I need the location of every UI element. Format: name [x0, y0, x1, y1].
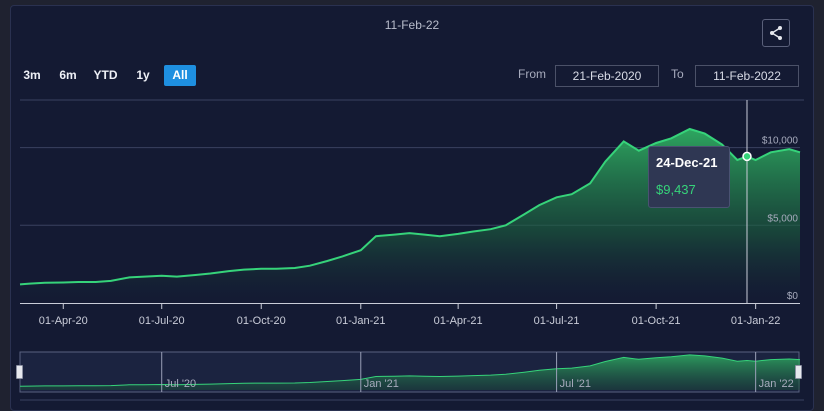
range-button-ytd[interactable]: YTD [93, 68, 118, 82]
range-button-1y[interactable]: 1y [136, 68, 150, 82]
to-date-input[interactable]: 11-Feb-2022 [695, 65, 799, 87]
hover-point [742, 151, 752, 162]
tooltip-date: 24-Dec-21 [656, 155, 718, 170]
x-tick-label: 01-Oct-21 [632, 315, 681, 327]
x-tick-label: 01-Oct-20 [237, 315, 286, 327]
from-label: From [518, 67, 546, 81]
series-line [19, 127, 801, 286]
x-tick-label: 01-Jan-22 [731, 315, 781, 327]
tooltip-value: $9,437 [656, 182, 696, 197]
share-icon [770, 26, 782, 40]
navigator-label: Jul '20 [165, 378, 196, 390]
left-handle[interactable] [16, 365, 23, 379]
y-tick-label: $10,000 [762, 136, 799, 147]
from-date-input[interactable]: 21-Feb-2020 [555, 65, 659, 87]
range-button-3m[interactable]: 3m [23, 68, 41, 82]
x-tick-label: 01-Jul-20 [139, 315, 185, 327]
right-handle[interactable] [795, 365, 802, 379]
header-date: 11-Feb-22 [384, 18, 440, 32]
navigator-label: Jul '21 [560, 378, 591, 390]
navigator-label: Jan '21 [364, 378, 399, 390]
x-tick-label: 01-Jul-21 [534, 315, 580, 327]
navigator-area [20, 354, 800, 390]
y-tick-label: $5,000 [767, 213, 798, 224]
x-tick-label: 01-Apr-21 [434, 315, 483, 327]
x-axis-ticks: 01-Apr-20 01-Jul-20 01-Oct-20 01-Jan-21 01-A… [39, 303, 781, 327]
to-label: To [671, 67, 684, 81]
share-button[interactable] [762, 19, 790, 47]
y-tick-label: $0 [787, 291, 799, 302]
x-tick-label: 01-Jan-21 [336, 315, 386, 327]
range-button-6m[interactable]: 6m [59, 68, 77, 82]
navigator-label: Jan '22 [759, 378, 794, 390]
navigator-labels: Jul '20 Jan '21 Jul '21 Jan '22 [161, 352, 794, 392]
series-area [20, 129, 800, 303]
x-tick-label: 01-Apr-20 [39, 315, 88, 327]
y-axis-ticks: $0 $5,000 $10,000 [762, 136, 799, 302]
tooltip: 24-Dec-21 $9,437 [648, 146, 730, 208]
navigator-line [19, 354, 801, 387]
range-button-all[interactable]: All [164, 65, 196, 86]
